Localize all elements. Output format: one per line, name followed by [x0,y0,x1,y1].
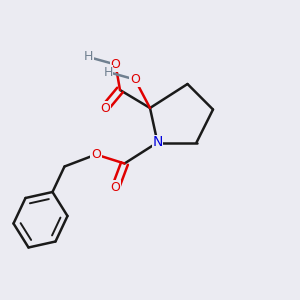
Text: H: H [103,65,113,79]
Text: O: O [111,58,120,71]
Text: H: H [84,50,93,64]
Text: O: O [130,73,140,86]
Text: O: O [100,101,110,115]
Text: N: N [152,136,163,149]
Text: O: O [111,181,120,194]
Text: O: O [91,148,101,161]
